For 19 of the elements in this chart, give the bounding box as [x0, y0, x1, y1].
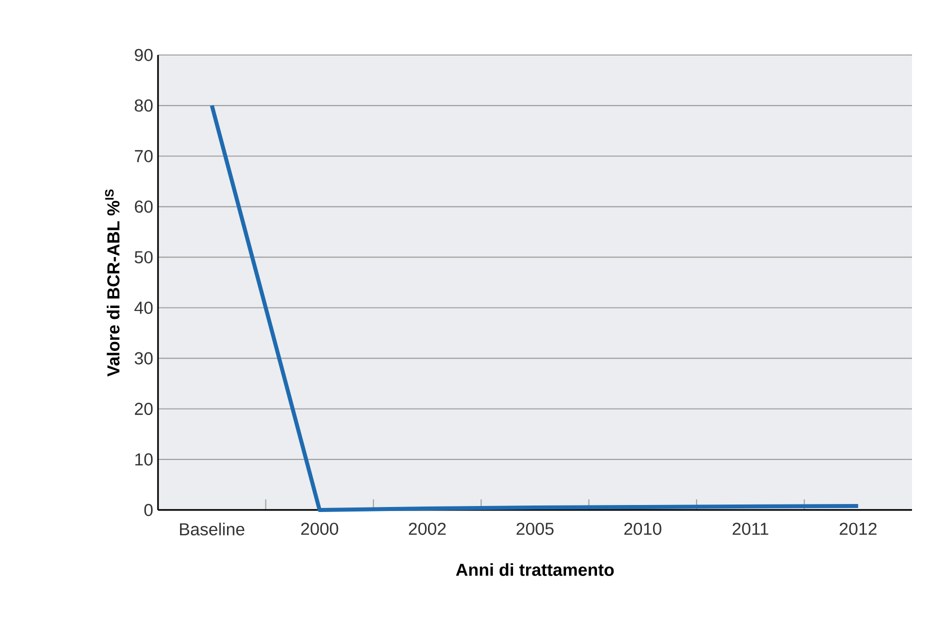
x-tick-label: Baseline — [180, 522, 244, 536]
x-tick-label: 2000 — [301, 522, 338, 535]
x-tick-label: 2011 — [732, 522, 768, 535]
x-tick-label: 2012 — [840, 522, 877, 535]
y-tick-label: 30 — [134, 352, 153, 364]
y-tick-label: 90 — [134, 48, 153, 62]
y-axis-title: Valore di BCR-ABL %$^{IS}$ — [105, 189, 120, 377]
y-tick-label: 50 — [134, 251, 153, 264]
y-tick-label: 40 — [134, 302, 153, 314]
x-axis-title: Anni di trattamento — [456, 563, 614, 576]
y-tick-label: 20 — [134, 402, 153, 416]
y-tick-label: 10 — [135, 453, 153, 466]
x-tick-label: 2005 — [516, 522, 554, 535]
y-tick-label: 80 — [134, 99, 153, 112]
x-tick-label: 2010 — [624, 522, 662, 535]
y-tick-label: 60 — [134, 200, 153, 213]
y-tick-label: 0 — [144, 504, 153, 516]
y-tick-label: 70 — [134, 150, 153, 162]
x-tick-label: 2002 — [408, 522, 446, 535]
